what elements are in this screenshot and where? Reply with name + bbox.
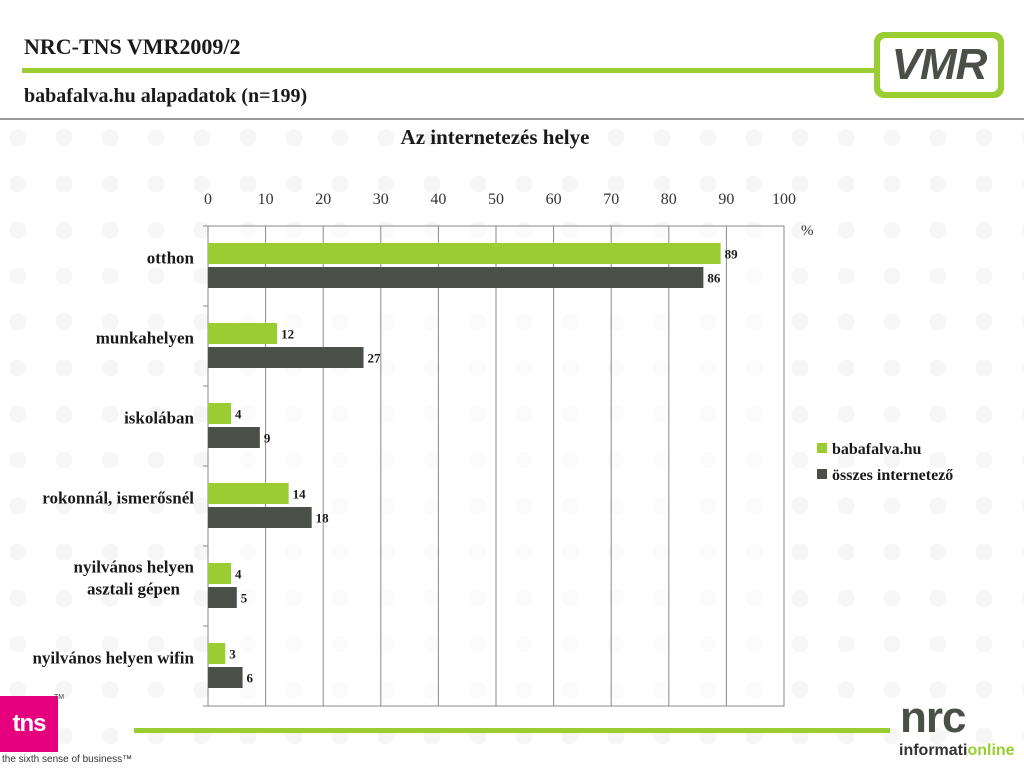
x-tick-label: 70 (603, 191, 619, 208)
tns-logo: tns (0, 696, 58, 752)
chart-title: Az internetezés helye (400, 125, 590, 149)
tns-logo-text: tns (12, 710, 47, 737)
x-tick-label: 50 (488, 191, 504, 208)
data-label: 9 (264, 431, 271, 446)
nrc-subtitle: informationline (899, 742, 1015, 760)
x-tick-label: 100 (772, 191, 796, 208)
data-label: 18 (316, 511, 330, 526)
data-label: 89 (725, 247, 739, 262)
nrc-subtitle-part1: informati (899, 742, 968, 759)
vmr-logo: VMR (874, 32, 1004, 98)
x-tick-label: 30 (373, 191, 389, 208)
footer-divider (134, 728, 890, 733)
data-label: 86 (707, 271, 721, 286)
x-tick-label: 80 (661, 191, 677, 208)
header-separator (0, 118, 1024, 120)
bar (208, 563, 232, 584)
category-label: munkahelyen (96, 329, 195, 348)
legend-label: összes internetező (832, 467, 953, 484)
page-title: NRC-TNS VMR2009/2 (24, 34, 241, 59)
data-label: 14 (293, 487, 307, 502)
x-tick-label: 20 (315, 191, 331, 208)
bar (208, 507, 312, 528)
header-divider (22, 68, 874, 73)
data-label: 4 (235, 407, 242, 422)
nrc-logo: nrc (900, 696, 966, 740)
category-label: otthon (147, 249, 195, 268)
x-tick-label: 90 (718, 191, 734, 208)
nrc-subtitle-part2: online (967, 742, 1015, 759)
legend-swatch (817, 469, 827, 479)
vmr-logo-text: VMR (891, 40, 988, 89)
data-label: 27 (368, 351, 382, 366)
data-label: 12 (281, 327, 294, 342)
bar (208, 643, 226, 664)
category-label: nyilvános helyen wifin (32, 649, 194, 668)
data-label: 5 (241, 591, 248, 606)
tns-trademark: TM (54, 694, 65, 701)
bar (208, 483, 289, 504)
bar (208, 403, 232, 424)
data-label: 6 (247, 671, 254, 686)
nrc-logo-text: nrc (900, 693, 966, 742)
bar (208, 667, 243, 688)
bar (208, 243, 721, 264)
unit-label: % (801, 223, 814, 239)
category-label: rokonnál, ismerősnél (42, 489, 194, 508)
bar (208, 323, 278, 344)
legend-label: babafalva.hu (832, 441, 921, 458)
tns-tagline: the sixth sense of business™ (2, 754, 133, 765)
legend-swatch (817, 443, 827, 453)
bar (208, 267, 704, 288)
category-label: asztali gépen (87, 580, 181, 599)
category-label: iskolában (124, 409, 194, 428)
x-tick-label: 10 (258, 191, 274, 208)
x-tick-label: 0 (204, 191, 212, 208)
category-label: nyilvános helyen (74, 558, 195, 577)
x-tick-label: 40 (430, 191, 446, 208)
x-tick-label: 60 (546, 191, 562, 208)
data-label: 3 (229, 647, 236, 662)
data-label: 4 (235, 567, 242, 582)
bar (208, 347, 364, 368)
bar (208, 587, 237, 608)
page-subtitle: babafalva.hu alapadatok (n=199) (24, 85, 308, 107)
vmr-logo-badge: VMR (880, 38, 998, 92)
bar (208, 427, 260, 448)
